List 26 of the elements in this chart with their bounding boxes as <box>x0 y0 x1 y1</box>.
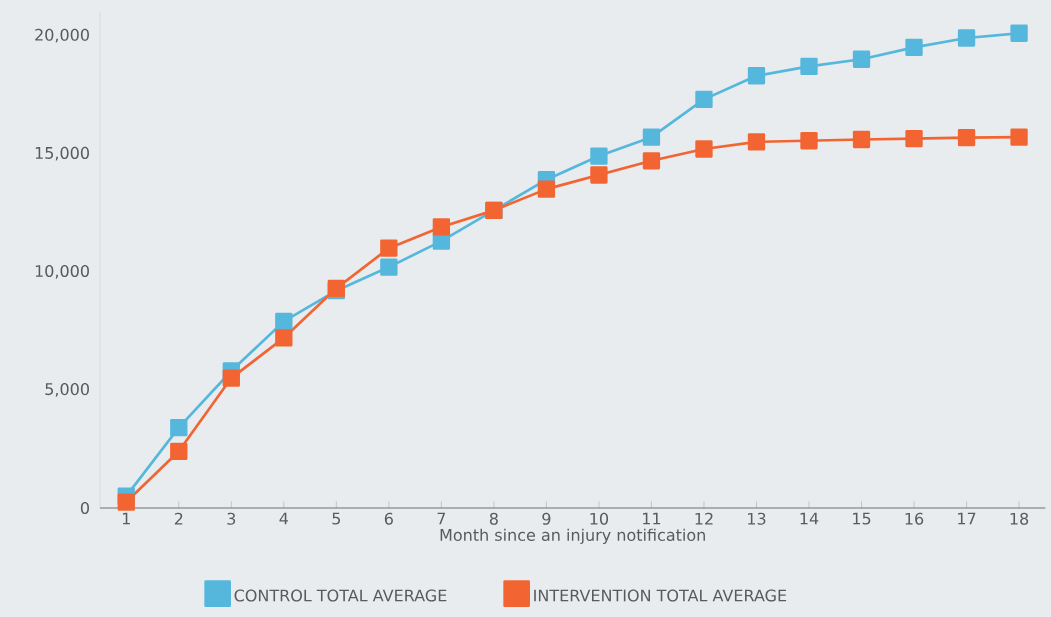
x-tick-label: 8 <box>489 512 498 525</box>
y-tick-label: 10,000 <box>35 264 89 279</box>
x-tick-label: 7 <box>437 512 446 525</box>
legend-label: INTERVENTION TOTAL AVERAGE <box>534 589 787 602</box>
x-tick-label: 14 <box>800 512 819 525</box>
x-tick-label: 11 <box>643 512 661 525</box>
x-tick-label: 3 <box>227 512 236 525</box>
y-tick-label: 20,000 <box>35 28 89 43</box>
y-tick-label: 15,000 <box>35 146 89 161</box>
x-tick-label: 17 <box>958 512 976 525</box>
x-tick-label: 10 <box>590 512 609 525</box>
x-tick-label: 13 <box>748 512 766 525</box>
x-tick-label: 18 <box>1010 512 1029 525</box>
x-tick-label: 15 <box>853 512 871 525</box>
x-tick-label: 1 <box>122 512 130 525</box>
y-tick-label: 0 <box>80 501 89 515</box>
legend-label: CONTROL TOTAL AVERAGE <box>234 589 447 602</box>
x-tick-label: 2 <box>174 512 183 525</box>
x-tick-label: 16 <box>905 512 924 525</box>
x-tick-label: 12 <box>695 512 713 525</box>
x-axis-title: Month since an injury notification <box>440 528 705 545</box>
x-tick-label: 5 <box>332 512 341 525</box>
y-tick-label: 5,000 <box>45 383 89 397</box>
x-tick-label: 9 <box>542 512 551 525</box>
x-tick-label: 6 <box>384 512 393 525</box>
x-tick-label: 4 <box>279 512 289 525</box>
